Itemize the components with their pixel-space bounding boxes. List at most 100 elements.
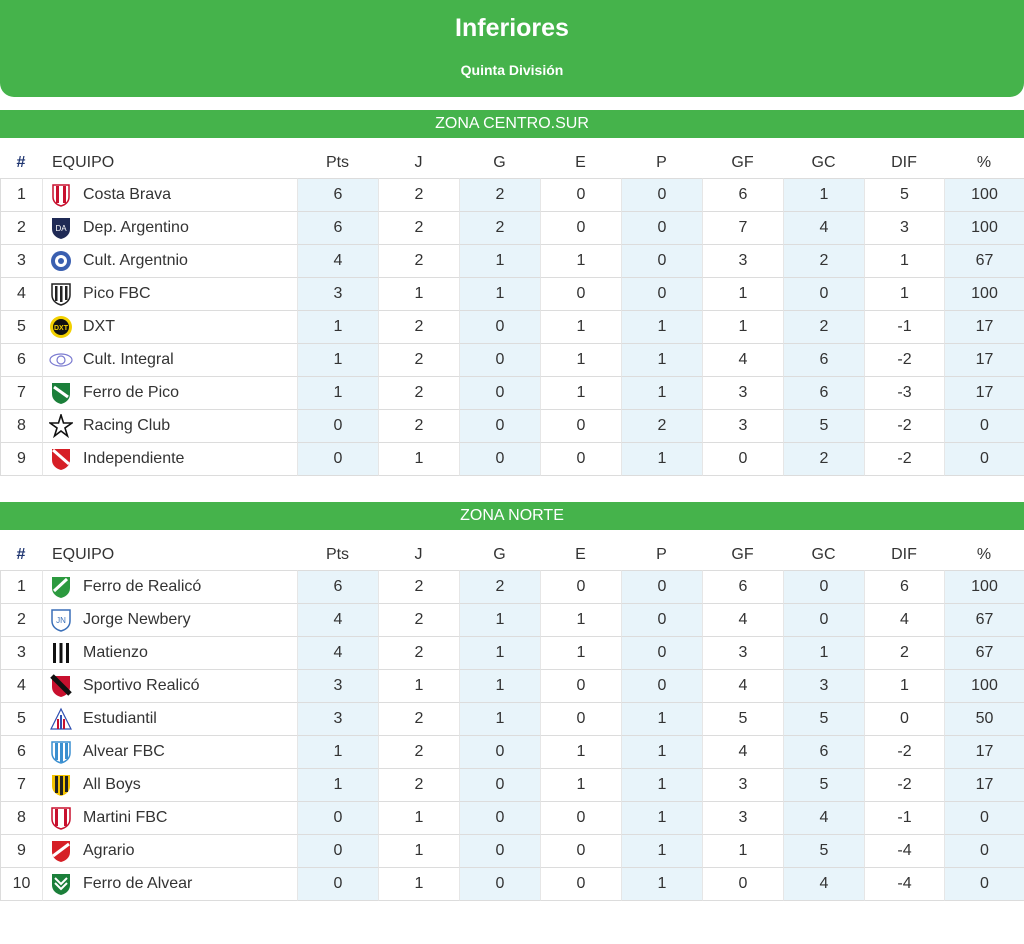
stat-cell-pts: 0 — [297, 835, 378, 868]
stat-cell-g: 1 — [459, 670, 540, 703]
column-header-j: J — [414, 546, 423, 563]
stat-cell-gc: 2 — [783, 443, 864, 476]
team-cell: Independiente — [42, 443, 297, 476]
stat-cell-j: 1 — [378, 835, 459, 868]
stat-cell-dif: -4 — [864, 835, 944, 868]
stat-cell-p: 1 — [621, 802, 702, 835]
stat-cell-gc: 1 — [783, 637, 864, 670]
stat-cell-g: 0 — [459, 868, 540, 901]
table-row: 6 Cult. Integral 1 2 0 1 1 4 6 -2 17 — [0, 344, 1024, 377]
sportivo-realico-crest-icon — [49, 674, 73, 698]
pico-fbc-crest-icon — [49, 282, 73, 306]
stat-cell-gc: 5 — [783, 410, 864, 443]
column-header-e: E — [575, 546, 586, 563]
stat-cell-gf: 1 — [702, 278, 783, 311]
stat-cell-gf: 1 — [702, 311, 783, 344]
stat-cell-pts: 1 — [297, 311, 378, 344]
all-boys-crest-icon — [49, 773, 73, 797]
stat-cell-e: 0 — [540, 443, 621, 476]
stat-cell-j: 2 — [378, 344, 459, 377]
stat-cell-pts: 0 — [297, 868, 378, 901]
stat-cell-e: 0 — [540, 178, 621, 212]
team-name: Ferro de Pico — [83, 384, 180, 401]
stat-cell-pct: 100 — [944, 670, 1024, 703]
stat-cell-dif: 2 — [864, 637, 944, 670]
ferro-de-realico-crest-icon — [49, 575, 73, 599]
stat-cell-gf: 1 — [702, 835, 783, 868]
stat-cell-p: 1 — [621, 703, 702, 736]
column-header-g: G — [493, 546, 506, 563]
table-row: 3 Matienzo 4 2 1 1 0 3 1 2 67 — [0, 637, 1024, 670]
stat-cell-g: 0 — [459, 344, 540, 377]
stat-cell-gf: 4 — [702, 670, 783, 703]
stat-cell-pct: 0 — [944, 868, 1024, 901]
stat-cell-p: 1 — [621, 443, 702, 476]
racing-club-crest-icon — [47, 412, 75, 439]
standings-table: # EQUIPO Pts J G E P GF GC DIF% 1 Ferro de Realicó… — [0, 540, 1024, 901]
table-row: 5 Estudiantil 3 2 1 0 1 5 5 0 50 — [0, 703, 1024, 736]
table-row: 1 Ferro de Realicó 6 2 2 0 0 6 0 6 100 — [0, 570, 1024, 604]
zone-title: ZONA NORTE — [0, 502, 1024, 530]
position-cell: 6 — [0, 736, 42, 769]
table-row: 2 DA Dep. Argentino 6 2 2 0 0 7 4 3 100 — [0, 212, 1024, 245]
stat-cell-pts: 3 — [297, 670, 378, 703]
table-row: 9 Agrario 0 1 0 0 1 1 5 -4 0 — [0, 835, 1024, 868]
stat-cell-pts: 3 — [297, 703, 378, 736]
svg-text:JN: JN — [56, 616, 66, 625]
table-row: 4 Sportivo Realicó 3 1 1 0 0 4 3 1 100 — [0, 670, 1024, 703]
stat-cell-pct: 100 — [944, 178, 1024, 212]
independiente-crest-icon — [49, 447, 73, 471]
team-cell: Racing Club — [42, 410, 297, 443]
stat-cell-gf: 3 — [702, 769, 783, 802]
stat-cell-e: 0 — [540, 703, 621, 736]
column-header-g: G — [493, 154, 506, 171]
column-header-gc: GC — [811, 154, 836, 171]
team-name: All Boys — [83, 776, 141, 793]
stat-cell-dif: 6 — [864, 570, 944, 604]
stat-cell-p: 1 — [621, 377, 702, 410]
stat-cell-pts: 1 — [297, 344, 378, 377]
stat-cell-p: 0 — [621, 604, 702, 637]
zone-centro-sur: ZONA CENTRO.SUR # EQUIPO Pts J G E P GF GC DIF% 1… — [0, 110, 1024, 476]
stat-cell-e: 1 — [540, 377, 621, 410]
team-cell: Cult. Integral — [42, 344, 297, 377]
cult-argentino-crest-icon — [49, 249, 73, 273]
stat-cell-g: 0 — [459, 443, 540, 476]
position-cell: 5 — [0, 703, 42, 736]
position-cell: 8 — [0, 410, 42, 443]
stat-cell-j: 2 — [378, 377, 459, 410]
svg-text:DXT: DXT — [54, 325, 69, 332]
stat-cell-gc: 5 — [783, 769, 864, 802]
stat-cell-dif: 1 — [864, 278, 944, 311]
stat-cell-p: 1 — [621, 344, 702, 377]
team-cell: Sportivo Realicó — [42, 670, 297, 703]
stat-cell-pts: 1 — [297, 769, 378, 802]
stat-cell-pct: 17 — [944, 344, 1024, 377]
stat-cell-dif: -2 — [864, 736, 944, 769]
team-name: Ferro de Alvear — [83, 875, 193, 892]
team-cell: Cult. Argentnio — [42, 245, 297, 278]
stat-cell-gc: 3 — [783, 670, 864, 703]
column-header-gf: GF — [731, 154, 754, 171]
stat-cell-gf: 3 — [702, 802, 783, 835]
stat-cell-pct: 17 — [944, 769, 1024, 802]
table-row: 4 Pico FBC 3 1 1 0 0 1 0 1 100 — [0, 278, 1024, 311]
table-header-row: # EQUIPO Pts J G E P GF GC DIF% — [0, 540, 1024, 570]
agrario-crest-icon — [49, 839, 73, 863]
stat-cell-p: 1 — [621, 769, 702, 802]
stat-cell-p: 0 — [621, 278, 702, 311]
column-header-pts: Pts — [325, 154, 350, 171]
stat-cell-pts: 4 — [297, 245, 378, 278]
position-cell: 9 — [0, 835, 42, 868]
stat-cell-gf: 5 — [702, 703, 783, 736]
alvear-fbc-crest-icon — [49, 740, 73, 764]
stat-cell-g: 0 — [459, 311, 540, 344]
table-header-row: # EQUIPO Pts J G E P GF GC DIF% — [0, 148, 1024, 178]
team-name: Estudiantil — [83, 710, 157, 727]
position-cell: 2 — [0, 212, 42, 245]
column-header-gf: GF — [731, 546, 754, 563]
position-cell: 4 — [0, 278, 42, 311]
stat-cell-gf: 6 — [702, 178, 783, 212]
column-header-p: P — [656, 154, 667, 171]
stat-cell-gf: 6 — [702, 570, 783, 604]
